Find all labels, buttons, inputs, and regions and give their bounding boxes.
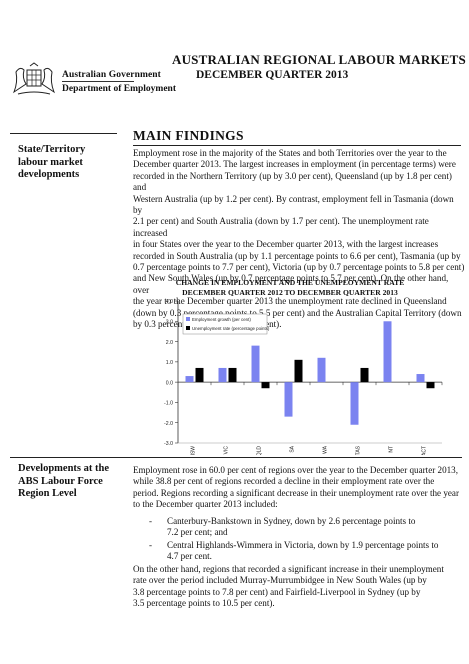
y-tick-label: 0.0 <box>166 380 173 386</box>
y-tick-label: -3.0 <box>164 441 173 447</box>
main-findings-paragraph: Employment rose in the majority of the S… <box>133 148 465 330</box>
region-paragraph-1: Employment rose in 60.0 per cent of regi… <box>133 465 459 510</box>
x-tick-label: NSW <box>191 446 197 455</box>
list-item: - <box>149 516 153 526</box>
legend-box <box>182 313 268 335</box>
bar-vic-employment <box>218 367 227 383</box>
bar-vic-unemployment <box>228 367 237 383</box>
list-item-text: Central Highlands-Wimmera in Victoria, d… <box>167 540 439 562</box>
legend-label: Unemployment rate (percentage points) <box>192 326 270 331</box>
x-tick-label: SA <box>290 445 296 452</box>
x-tick-label: WA <box>323 445 329 454</box>
bar-tas-unemployment <box>360 367 369 383</box>
region-paragraph-2: On the other hand, regions that recorded… <box>133 564 444 609</box>
legend-swatch <box>186 326 190 330</box>
y-tick-label: 3.0 <box>166 319 173 325</box>
y-tick-label: 1.0 <box>166 360 173 366</box>
x-tick-label: VIC <box>224 446 230 455</box>
chart-title: CHANGE IN EMPLOYMENT AND THE UNEMPLOYMEN… <box>175 278 405 297</box>
x-tick-label: NT <box>389 446 395 453</box>
y-tick-label: -1.0 <box>164 401 173 407</box>
x-tick-label: ACT <box>422 446 428 455</box>
section-divider <box>10 457 462 458</box>
bar-act-unemployment <box>426 382 435 389</box>
bar-qld-unemployment <box>261 382 270 389</box>
bar-tas-employment <box>350 382 359 425</box>
x-tick-label: QLD <box>257 446 263 455</box>
coat-of-arms-icon <box>12 62 56 95</box>
bar-nt-employment <box>383 321 392 383</box>
bar-qld-employment <box>251 345 260 383</box>
y-tick-label: 4.0 <box>166 299 173 305</box>
org-divider <box>62 81 134 82</box>
x-tick-label: TAS <box>356 445 362 455</box>
y-tick-label: 2.0 <box>166 340 173 346</box>
bar-sa-employment <box>284 382 293 417</box>
list-item: - <box>149 540 153 550</box>
bar-act-employment <box>416 374 425 383</box>
side-heading-abs-region: Developments at the ABS Labour Force Reg… <box>18 463 109 499</box>
bar-nsw-unemployment <box>195 367 204 383</box>
list-item-text: Canterbury-Bankstown in Sydney, down by … <box>167 516 416 538</box>
main-findings-heading: MAIN FINDINGS <box>133 128 244 143</box>
bar-sa-unemployment <box>294 359 303 383</box>
y-tick-label: -2.0 <box>164 421 173 427</box>
department-name: Department of Employment <box>62 84 176 94</box>
main-divider <box>133 145 461 146</box>
legend-label: Employment growth (per cent) <box>192 317 251 322</box>
legend-swatch <box>186 317 190 321</box>
page-subtitle: DECEMBER QUARTER 2013 <box>196 69 349 81</box>
side-heading-state-territory: State/Territory labour market developmen… <box>18 144 86 180</box>
bar-wa-employment <box>317 357 326 383</box>
org-name: Australian Government <box>62 70 161 80</box>
employment-chart: 4.0 3.0 2.0 1.0 0.0 -1.0 -2.0 -3.0 NSW VIC QLD SA WA… <box>164 299 443 455</box>
bar-nsw-employment <box>185 376 194 383</box>
page-title: AUSTRALIAN REGIONAL LABOUR MARKETS <box>172 52 466 67</box>
side-divider <box>10 133 117 134</box>
